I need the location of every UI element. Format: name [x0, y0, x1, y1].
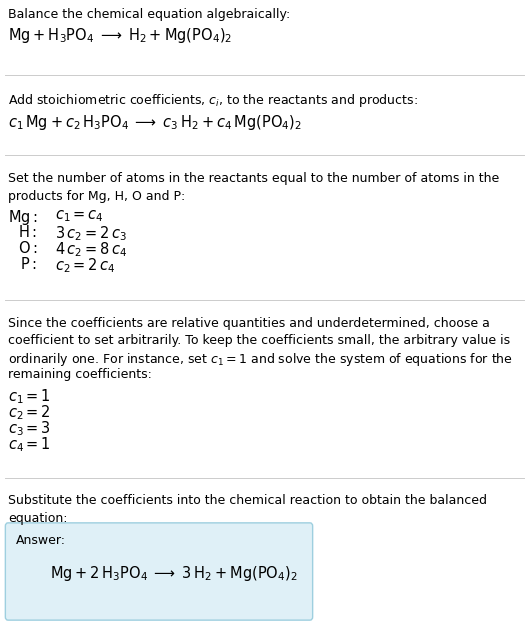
Text: $\mathrm{P:}$: $\mathrm{P:}$: [20, 256, 37, 272]
Text: Balance the chemical equation algebraically:: Balance the chemical equation algebraica…: [8, 8, 290, 21]
Text: Add stoichiometric coefficients, $c_i$, to the reactants and products:: Add stoichiometric coefficients, $c_i$, …: [8, 92, 418, 109]
Text: products for Mg, H, O and P:: products for Mg, H, O and P:: [8, 190, 185, 203]
Text: Answer:: Answer:: [16, 534, 66, 547]
Text: ordinarily one. For instance, set $c_1 = 1$ and solve the system of equations fo: ordinarily one. For instance, set $c_1 =…: [8, 351, 513, 368]
Text: Since the coefficients are relative quantities and underdetermined, choose a: Since the coefficients are relative quan…: [8, 317, 490, 330]
Text: $c_1 = c_4$: $c_1 = c_4$: [55, 208, 104, 224]
Text: $\mathrm{Mg + 2\,H_3PO_4 \;\longrightarrow\; 3\,H_2 + Mg(PO_4)_2}$: $\mathrm{Mg + 2\,H_3PO_4 \;\longrightarr…: [50, 564, 298, 583]
Text: Set the number of atoms in the reactants equal to the number of atoms in the: Set the number of atoms in the reactants…: [8, 172, 499, 185]
Text: coefficient to set arbitrarily. To keep the coefficients small, the arbitrary va: coefficient to set arbitrarily. To keep …: [8, 334, 510, 347]
Text: $\mathrm{O:}$: $\mathrm{O:}$: [18, 240, 38, 256]
Text: remaining coefficients:: remaining coefficients:: [8, 368, 152, 381]
FancyBboxPatch shape: [5, 523, 313, 620]
Text: $c_2 = 2\,c_4$: $c_2 = 2\,c_4$: [55, 256, 115, 275]
Text: equation:: equation:: [8, 512, 68, 525]
Text: $\mathrm{Mg:}$: $\mathrm{Mg:}$: [8, 208, 38, 227]
Text: $\mathrm{Mg + H_3PO_4 \;\longrightarrow\; H_2 + Mg(PO_4)_2}$: $\mathrm{Mg + H_3PO_4 \;\longrightarrow\…: [8, 26, 232, 45]
Text: $c_1\,\mathrm{Mg} + c_2\,\mathrm{H_3PO_4} \;\longrightarrow\; c_3\,\mathrm{H_2} : $c_1\,\mathrm{Mg} + c_2\,\mathrm{H_3PO_4…: [8, 113, 302, 132]
Text: $3\,c_2 = 2\,c_3$: $3\,c_2 = 2\,c_3$: [55, 224, 127, 243]
Text: $c_1 = 1$: $c_1 = 1$: [8, 387, 51, 406]
Text: $4\,c_2 = 8\,c_4$: $4\,c_2 = 8\,c_4$: [55, 240, 127, 259]
Text: $c_2 = 2$: $c_2 = 2$: [8, 403, 51, 422]
Text: $c_4 = 1$: $c_4 = 1$: [8, 435, 51, 454]
Text: $\mathrm{H:}$: $\mathrm{H:}$: [18, 224, 37, 240]
Text: $c_3 = 3$: $c_3 = 3$: [8, 419, 51, 438]
Text: Substitute the coefficients into the chemical reaction to obtain the balanced: Substitute the coefficients into the che…: [8, 494, 487, 507]
